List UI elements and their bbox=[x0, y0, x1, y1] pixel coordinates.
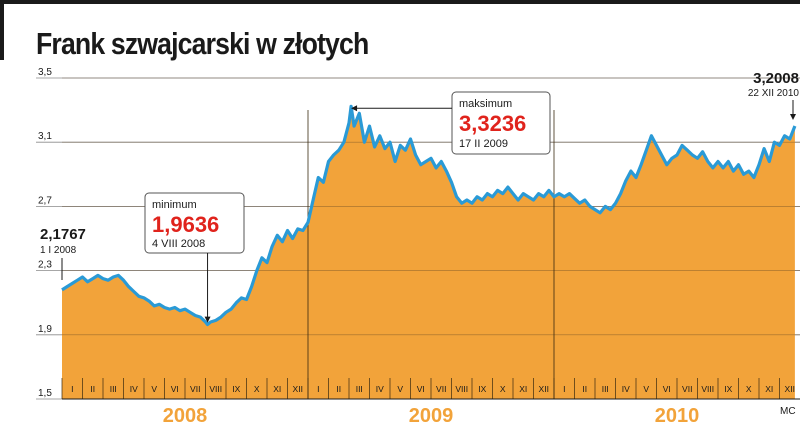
month-label: VI bbox=[663, 384, 671, 394]
month-label: XII bbox=[785, 384, 795, 394]
month-label: I bbox=[71, 384, 73, 394]
chart-title: Frank szwajcarski w złotych bbox=[36, 26, 369, 61]
end-date: 22 XII 2010 bbox=[748, 88, 800, 99]
month-label: IV bbox=[376, 384, 384, 394]
minimum-box bbox=[144, 192, 245, 254]
y-tick-label: 2,7 bbox=[38, 195, 52, 206]
month-label: III bbox=[110, 384, 117, 394]
month-label: X bbox=[746, 384, 752, 394]
month-label: II bbox=[90, 384, 95, 394]
month-label: VIII bbox=[209, 384, 222, 394]
series-line bbox=[61, 104, 797, 327]
month-label: VI bbox=[171, 384, 179, 394]
start-date: 1 I 2008 bbox=[40, 245, 77, 256]
month-label: I bbox=[317, 384, 319, 394]
maximum-value: 3,3236 bbox=[459, 111, 526, 136]
minimum-value: 1,9636 bbox=[152, 212, 219, 237]
month-label: XI bbox=[765, 384, 773, 394]
month-label: I bbox=[563, 384, 565, 394]
year-label: 2008 bbox=[163, 405, 208, 427]
left-frame-bar bbox=[0, 0, 4, 60]
month-label: IX bbox=[232, 384, 240, 394]
credit-label: MC bbox=[780, 406, 796, 417]
year-label: 2009 bbox=[409, 405, 454, 427]
month-label: VIII bbox=[701, 384, 714, 394]
minimum-label: minimum bbox=[152, 199, 197, 211]
start-value: 2,1767 bbox=[40, 226, 86, 243]
end-value: 3,2008 bbox=[753, 70, 799, 87]
month-label: V bbox=[151, 384, 157, 394]
end-arrowhead bbox=[790, 114, 796, 120]
month-label: X bbox=[500, 384, 506, 394]
month-label: V bbox=[643, 384, 649, 394]
month-label: XII bbox=[539, 384, 549, 394]
maximum-box bbox=[451, 91, 551, 155]
month-label: IV bbox=[130, 384, 138, 394]
y-tick-label: 1,5 bbox=[38, 388, 52, 399]
month-label: VIII bbox=[455, 384, 468, 394]
month-label: V bbox=[397, 384, 403, 394]
maximum-date: 17 II 2009 bbox=[459, 138, 508, 150]
y-tick-label: 1,9 bbox=[38, 324, 52, 335]
month-label: VII bbox=[190, 384, 200, 394]
month-label: VII bbox=[436, 384, 446, 394]
y-tick-label: 3,5 bbox=[38, 67, 52, 78]
month-label: II bbox=[336, 384, 341, 394]
month-label: X bbox=[254, 384, 260, 394]
maximum-label: maksimum bbox=[459, 98, 512, 110]
y-tick-label: 3,1 bbox=[38, 131, 52, 142]
maximum-arrowhead bbox=[351, 105, 358, 112]
y-tick-label: 2,3 bbox=[38, 260, 52, 271]
minimum-date: 4 VIII 2008 bbox=[152, 238, 205, 250]
month-label: XI bbox=[519, 384, 527, 394]
month-label: XI bbox=[273, 384, 281, 394]
month-label: IX bbox=[724, 384, 732, 394]
month-label: III bbox=[602, 384, 609, 394]
area-fill bbox=[62, 106, 795, 400]
year-label: 2010 bbox=[655, 405, 700, 427]
month-label: VI bbox=[417, 384, 425, 394]
month-label: XII bbox=[293, 384, 303, 394]
month-label: VII bbox=[682, 384, 692, 394]
axis-layer: 3,53,12,72,31,91,5 I II III IV V VI VII VIII IX X X… bbox=[38, 67, 800, 427]
month-label: III bbox=[356, 384, 363, 394]
minimum-arrowhead bbox=[204, 316, 211, 323]
month-label: IX bbox=[478, 384, 486, 394]
top-frame-bar bbox=[0, 0, 800, 4]
month-label: II bbox=[582, 384, 587, 394]
month-label: IV bbox=[622, 384, 630, 394]
